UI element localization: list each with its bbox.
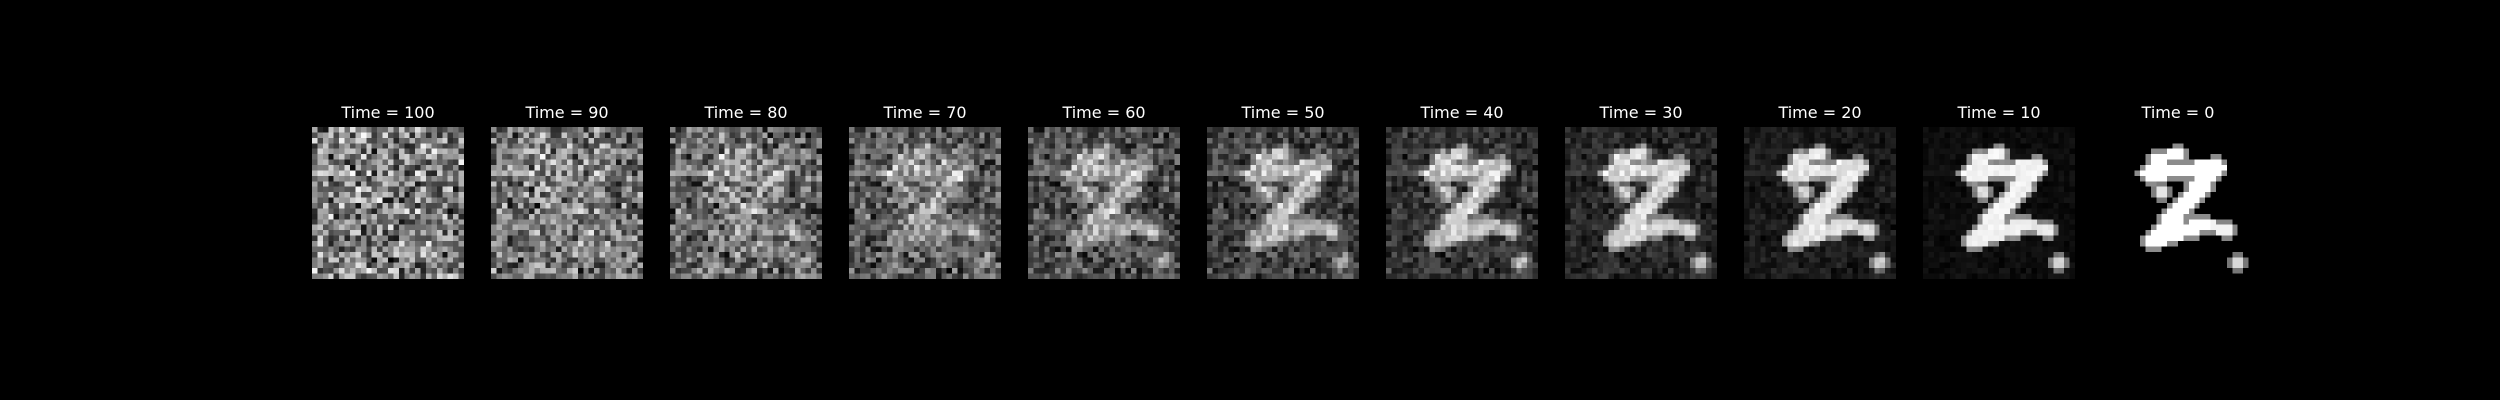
- frame-image: [1744, 127, 1896, 279]
- frame-panel-time-0: Time = 0: [2102, 102, 2254, 279]
- frame-image: [1386, 127, 1538, 279]
- frame-image: [670, 127, 822, 279]
- frame-title: Time = 10: [1957, 103, 2041, 122]
- frame-title: Time = 30: [1599, 103, 1683, 122]
- frame-title: Time = 50: [1241, 103, 1325, 122]
- frame-image: [1565, 127, 1717, 279]
- frame-image: [1028, 127, 1180, 279]
- frame-image: [1207, 127, 1359, 279]
- frame-title: Time = 100: [341, 103, 435, 122]
- frame-image: [1923, 127, 2075, 279]
- frame-panel-time-90: Time = 90: [491, 102, 643, 279]
- frame-title: Time = 60: [1062, 103, 1146, 122]
- frame-panel-time-50: Time = 50: [1207, 102, 1359, 279]
- frame-title: Time = 70: [883, 103, 967, 122]
- frame-title: Time = 80: [704, 103, 788, 122]
- frame-image: [2102, 127, 2254, 279]
- frame-panel-time-100: Time = 100: [312, 102, 464, 279]
- frame-title: Time = 40: [1420, 103, 1504, 122]
- frame-panel-time-80: Time = 80: [670, 102, 822, 279]
- frame-title: Time = 20: [1778, 103, 1862, 122]
- frame-image: [491, 127, 643, 279]
- frame-image: [312, 127, 464, 279]
- frame-panel-time-20: Time = 20: [1744, 102, 1896, 279]
- frame-title: Time = 90: [525, 103, 609, 122]
- frame-image: [849, 127, 1001, 279]
- frame-panel-time-70: Time = 70: [849, 102, 1001, 279]
- frame-title: Time = 0: [2141, 103, 2215, 122]
- frame-panel-time-30: Time = 30: [1565, 102, 1717, 279]
- frame-panel-time-60: Time = 60: [1028, 102, 1180, 279]
- frame-panel-time-40: Time = 40: [1386, 102, 1538, 279]
- frame-panel-time-10: Time = 10: [1923, 102, 2075, 279]
